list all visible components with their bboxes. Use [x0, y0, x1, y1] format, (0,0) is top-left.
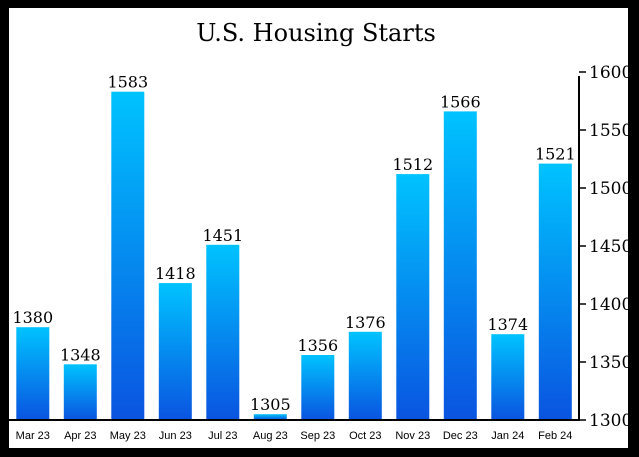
y-tick-label-1400: 1400	[589, 295, 628, 315]
data-label-may-23: 1583	[107, 73, 148, 92]
bar-chart: U.S. Housing Starts 1380 1348 1583 1418 1451…	[9, 19, 628, 442]
x-tick-label-oct-23: Oct 23	[349, 430, 381, 442]
y-tick-label-1500: 1500	[589, 179, 628, 199]
data-label-jan-24: 1374	[487, 315, 528, 334]
bar-apr-23	[63, 364, 97, 420]
x-tick-label-jun-23: Jun 23	[159, 430, 192, 442]
bar-nov-23	[396, 174, 430, 420]
y-tick-label-1450: 1450	[589, 237, 628, 257]
bar-dec-23	[443, 111, 477, 421]
bar-mar-23	[16, 327, 50, 420]
x-tick-label-dec-23: Dec 23	[443, 430, 478, 442]
x-ticks-layer: Mar 23 Apr 23 May 23 Jun 23 Jul 23 Aug 23 Sep …	[16, 430, 573, 442]
data-label-apr-23: 1348	[60, 345, 101, 364]
data-label-feb-24: 1521	[535, 145, 576, 164]
y-tick-label-1550: 1550	[589, 121, 628, 141]
data-label-dec-23: 1566	[440, 92, 481, 111]
x-tick-label-feb-24: Feb 24	[538, 430, 572, 442]
data-label-jul-23: 1451	[202, 226, 243, 245]
data-label-aug-23: 1305	[250, 395, 291, 414]
chart-title: U.S. Housing Starts	[196, 19, 436, 47]
y-tick-label-1300: 1300	[589, 411, 628, 431]
x-tick-label-nov-23: Nov 23	[395, 430, 430, 442]
bar-sep-23	[301, 355, 335, 420]
bar-feb-24	[538, 163, 572, 420]
bar-jul-23	[206, 244, 240, 420]
bars-layer	[16, 91, 572, 421]
x-tick-label-mar-23: Mar 23	[16, 430, 50, 442]
axes-layer	[9, 76, 580, 421]
y-tick-label-1600: 1600	[589, 63, 628, 83]
x-tick-label-aug-23: Aug 23	[253, 430, 288, 442]
data-label-mar-23: 1380	[12, 308, 53, 327]
y-ticks-layer: 1300 1350 1400 1450 1500 1550 1600	[579, 63, 628, 431]
data-label-jun-23: 1418	[155, 264, 196, 283]
data-labels-layer: 1380 1348 1583 1418 1451 1305 1356 1376 1512 1566…	[12, 73, 575, 415]
data-label-oct-23: 1376	[345, 313, 386, 332]
bar-oct-23	[348, 331, 382, 420]
x-tick-label-sep-23: Sep 23	[300, 430, 335, 442]
data-label-sep-23: 1356	[297, 336, 338, 355]
bar-jan-24	[491, 334, 525, 420]
x-tick-label-jan-24: Jan 24	[491, 430, 524, 442]
data-label-nov-23: 1512	[392, 155, 433, 174]
chart-frame: U.S. Housing Starts 1380 1348 1583 1418 1451…	[9, 8, 628, 448]
x-tick-label-jul-23: Jul 23	[208, 430, 237, 442]
bar-may-23	[111, 91, 145, 420]
y-tick-label-1350: 1350	[589, 353, 628, 373]
bar-aug-23	[253, 414, 287, 420]
x-tick-label-apr-23: Apr 23	[64, 430, 96, 442]
x-tick-label-may-23: May 23	[110, 430, 146, 442]
bar-jun-23	[158, 283, 192, 420]
